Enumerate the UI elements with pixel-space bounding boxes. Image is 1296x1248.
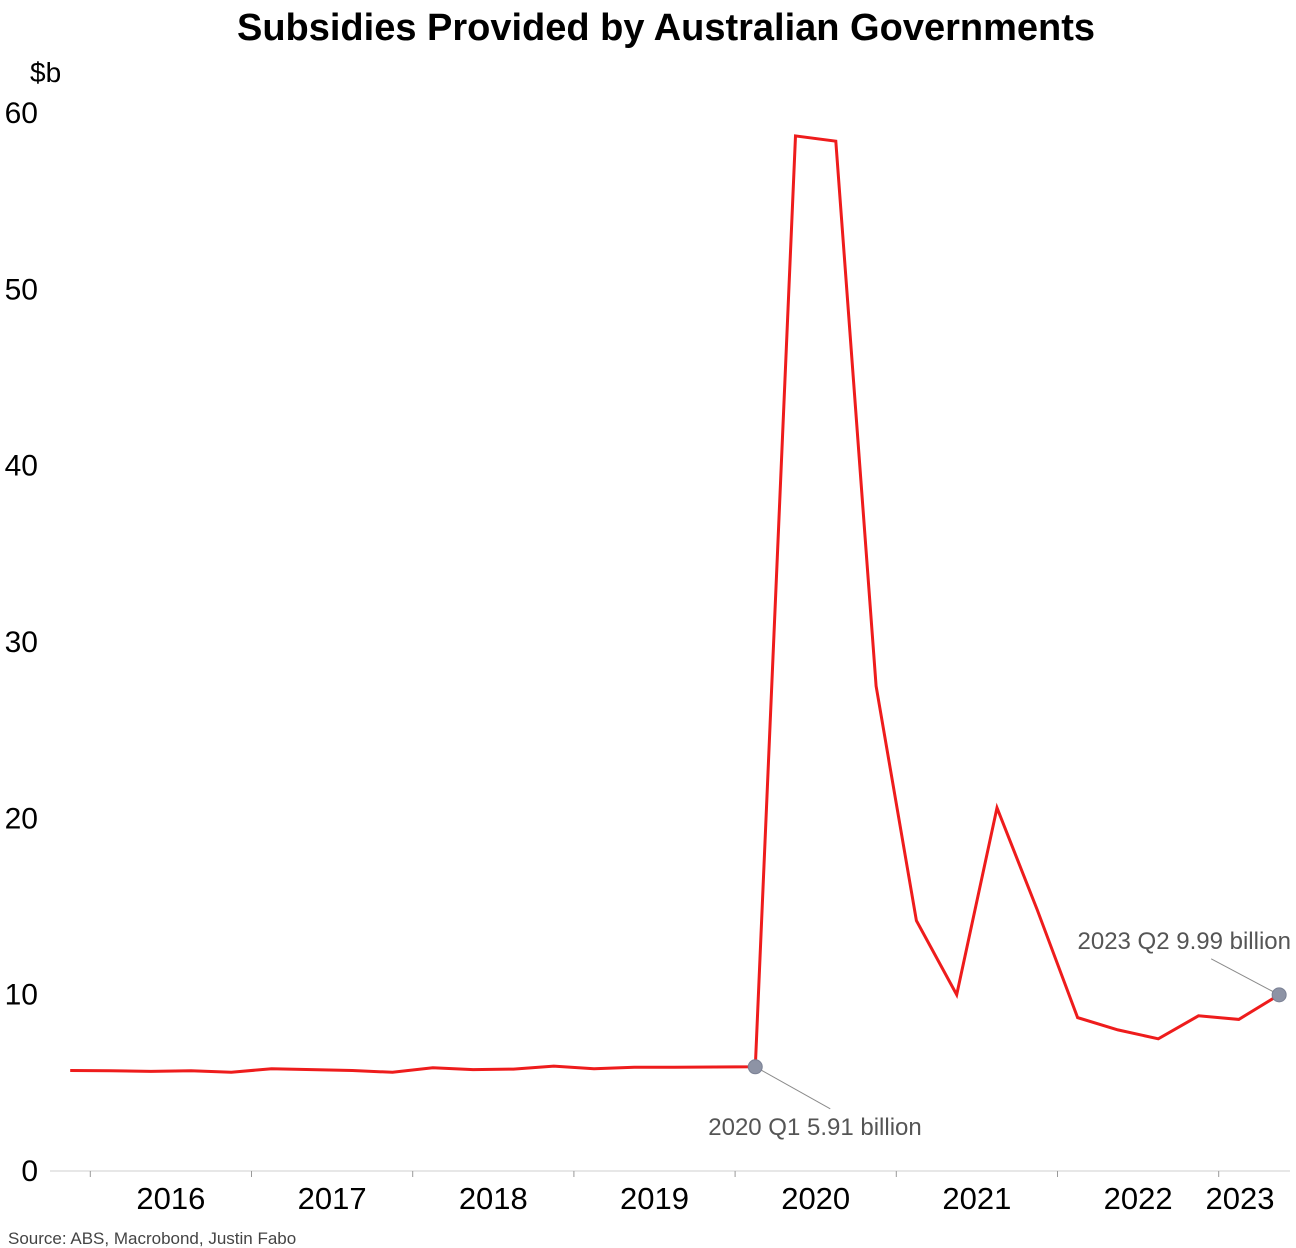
y-tick-label: 10 [5,979,38,1012]
y-axis-unit-label: $b [30,57,61,88]
x-tick-label: 2018 [459,1181,528,1216]
annotation-leader-line [1210,958,1280,996]
y-axis-ticks: 0 10 20 30 40 50 60 [5,97,38,1188]
y-tick-label: 50 [5,273,38,306]
annotation-marker [1271,987,1287,1003]
series-layer [70,134,1280,1074]
annotation-leader-line [755,1066,831,1110]
annotation-layer: 2020 Q1 5.91 billion 2023 Q2 9.99 billion [708,928,1291,1141]
y-tick-label: 40 [5,450,38,483]
x-tick-label: 2019 [620,1181,689,1216]
x-tick-label: 2016 [136,1181,205,1216]
chart-title: Subsidies Provided by Australian Governm… [237,7,1095,49]
x-axis: 2016 2017 2018 2019 2020 2021 2022 2023 [50,1170,1290,1216]
y-tick-label: 20 [5,802,38,835]
x-tick-label: 2021 [942,1181,1011,1216]
y-tick-label: 60 [5,97,38,130]
x-tick-label: 2022 [1104,1181,1173,1216]
y-tick-label: 30 [5,626,38,659]
x-tick-label: 2023 [1206,1181,1275,1216]
annotation-label: 2023 Q2 9.99 billion [1078,928,1292,955]
source-note: Source: ABS, Macrobond, Justin Fabo [8,1229,296,1248]
annotation-marker [747,1059,763,1075]
y-tick-label: 0 [21,1155,38,1188]
series-line [70,134,1280,1074]
annotation-label: 2020 Q1 5.91 billion [708,1114,922,1141]
x-tick-label: 2020 [781,1181,850,1216]
x-tick-label: 2017 [298,1181,367,1216]
